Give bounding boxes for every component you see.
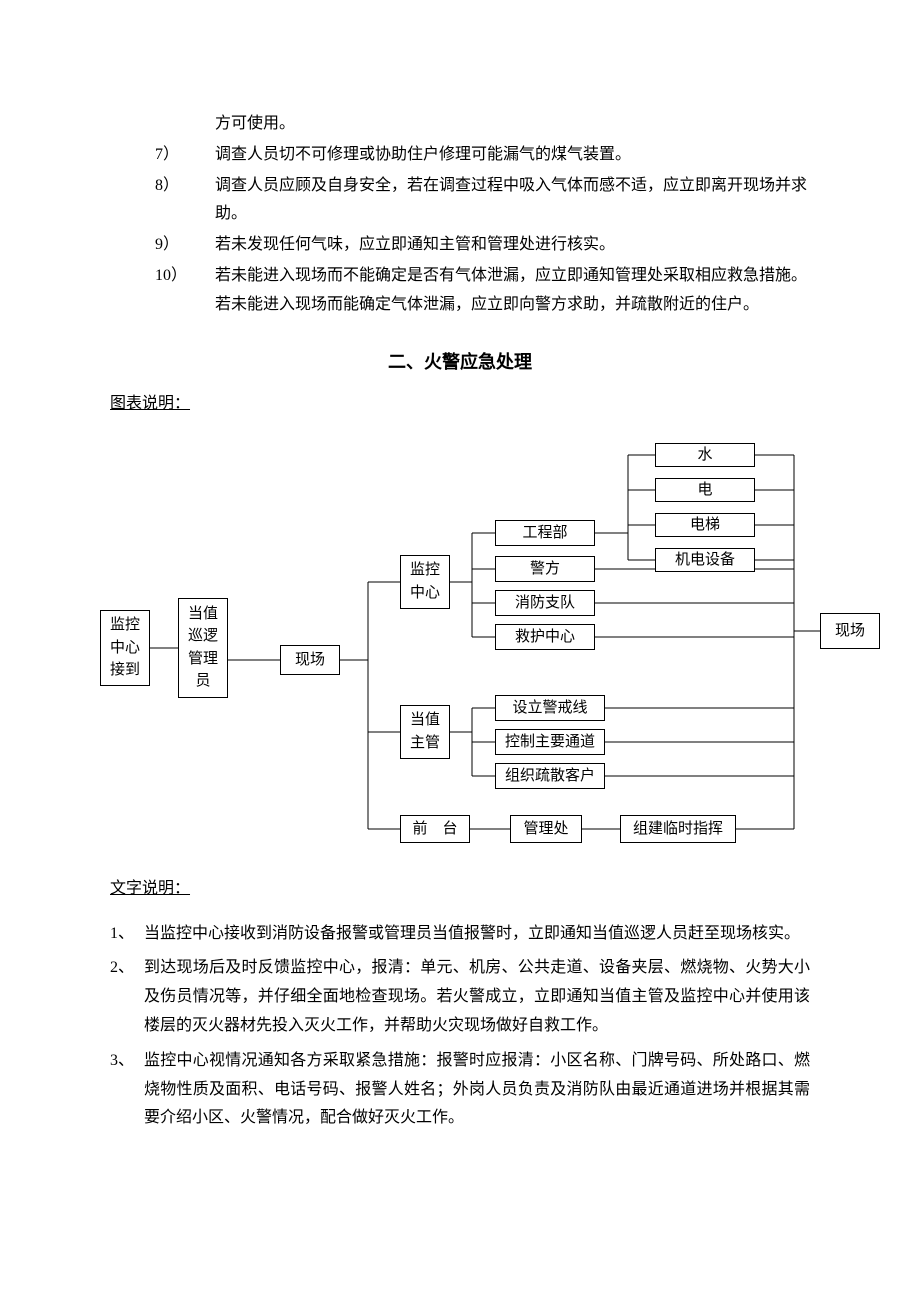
list-item: 10） 若未能进入现场而不能确定是否有气体泄漏，应立即通知管理处采取相应救急措施… — [155, 262, 810, 320]
ordered-list: 方可使用。 7） 调查人员切不可修理或协助住户修理可能漏气的煤气装置。 8） 调… — [155, 110, 810, 320]
flowchart-node-n15: 组建临时指挥 — [620, 815, 736, 843]
list-text: 若未发现任何气味，应立即通知主管和管理处进行核实。 — [215, 231, 810, 260]
text-subheading: 文字说明： — [110, 875, 810, 904]
exp-item: 1、 当监控中心接收到消防设备报警或管理员当值报警时，立即通知当值巡逻人员赶至现… — [110, 920, 810, 949]
flowchart-node-n5: 当值 主管 — [400, 705, 450, 759]
flowchart-node-n11: 设立警戒线 — [495, 695, 605, 721]
section-title: 二、火警应急处理 — [110, 346, 810, 378]
exp-marker: 3、 — [110, 1047, 144, 1133]
flowchart-node-n17: 电 — [655, 478, 755, 502]
list-text: 调查人员应顾及自身安全，若在调查过程中吸入气体而感不适，应立即离开现场并求助。 — [215, 172, 810, 230]
flowchart-node-n14: 管理处 — [510, 815, 582, 843]
flowchart-node-n16: 水 — [655, 443, 755, 467]
flowchart-node-n3: 现场 — [280, 645, 340, 675]
document-page: 方可使用。 7） 调查人员切不可修理或协助住户修理可能漏气的煤气装置。 8） 调… — [0, 0, 920, 1219]
exp-text: 到达现场后及时反馈监控中心，报清：单元、机房、公共走道、设备夹层、燃烧物、火势大… — [144, 954, 810, 1040]
flowchart-node-n10: 救护中心 — [495, 624, 595, 650]
flowchart-node-n13: 组织疏散客户 — [495, 763, 605, 789]
flowchart-node-n18: 电梯 — [655, 513, 755, 537]
flowchart-node-n9: 消防支队 — [495, 590, 595, 616]
list-item: 7） 调查人员切不可修理或协助住户修理可能漏气的煤气装置。 — [155, 141, 810, 170]
list-item-cont: 方可使用。 — [155, 110, 810, 139]
flowchart-node-n1: 监控 中心 接到 — [100, 610, 150, 686]
list-marker: 10） — [155, 262, 215, 320]
flowchart-node-n20: 现场 — [820, 613, 880, 649]
flowchart-node-n12: 控制主要通道 — [495, 729, 605, 755]
flowchart-node-n7: 工程部 — [495, 520, 595, 546]
flowchart-node-n2: 当值 巡逻 管理 员 — [178, 598, 228, 698]
explanation-list: 1、 当监控中心接收到消防设备报警或管理员当值报警时，立即通知当值巡逻人员赶至现… — [110, 920, 810, 1134]
list-marker — [155, 110, 215, 139]
list-marker: 9） — [155, 231, 215, 260]
flowchart-node-n8: 警方 — [495, 556, 595, 582]
list-text: 方可使用。 — [215, 110, 810, 139]
list-text: 若未能进入现场而不能确定是否有气体泄漏，应立即通知管理处采取相应救急措施。若未能… — [215, 262, 810, 320]
list-marker: 8） — [155, 172, 215, 230]
list-item: 9） 若未发现任何气味，应立即通知主管和管理处进行核实。 — [155, 231, 810, 260]
flowchart: 监控 中心 接到当值 巡逻 管理 员 现场 监控 中心当值 主管前 台 工程部警方消防… — [100, 435, 880, 845]
flowchart-node-n19: 机电设备 — [655, 548, 755, 572]
exp-marker: 1、 — [110, 920, 144, 949]
chart-subheading: 图表说明： — [110, 390, 810, 419]
exp-text: 当监控中心接收到消防设备报警或管理员当值报警时，立即通知当值巡逻人员赶至现场核实… — [144, 920, 810, 949]
flowchart-node-n4: 监控 中心 — [400, 555, 450, 609]
list-text: 调查人员切不可修理或协助住户修理可能漏气的煤气装置。 — [215, 141, 810, 170]
exp-marker: 2、 — [110, 954, 144, 1040]
exp-item: 2、 到达现场后及时反馈监控中心，报清：单元、机房、公共走道、设备夹层、燃烧物、… — [110, 954, 810, 1040]
exp-text: 监控中心视情况通知各方采取紧急措施：报警时应报清：小区名称、门牌号码、所处路口、… — [144, 1047, 810, 1133]
flowchart-node-n6: 前 台 — [400, 815, 470, 843]
list-item: 8） 调查人员应顾及自身安全，若在调查过程中吸入气体而感不适，应立即离开现场并求… — [155, 172, 810, 230]
list-marker: 7） — [155, 141, 215, 170]
exp-item: 3、 监控中心视情况通知各方采取紧急措施：报警时应报清：小区名称、门牌号码、所处… — [110, 1047, 810, 1133]
